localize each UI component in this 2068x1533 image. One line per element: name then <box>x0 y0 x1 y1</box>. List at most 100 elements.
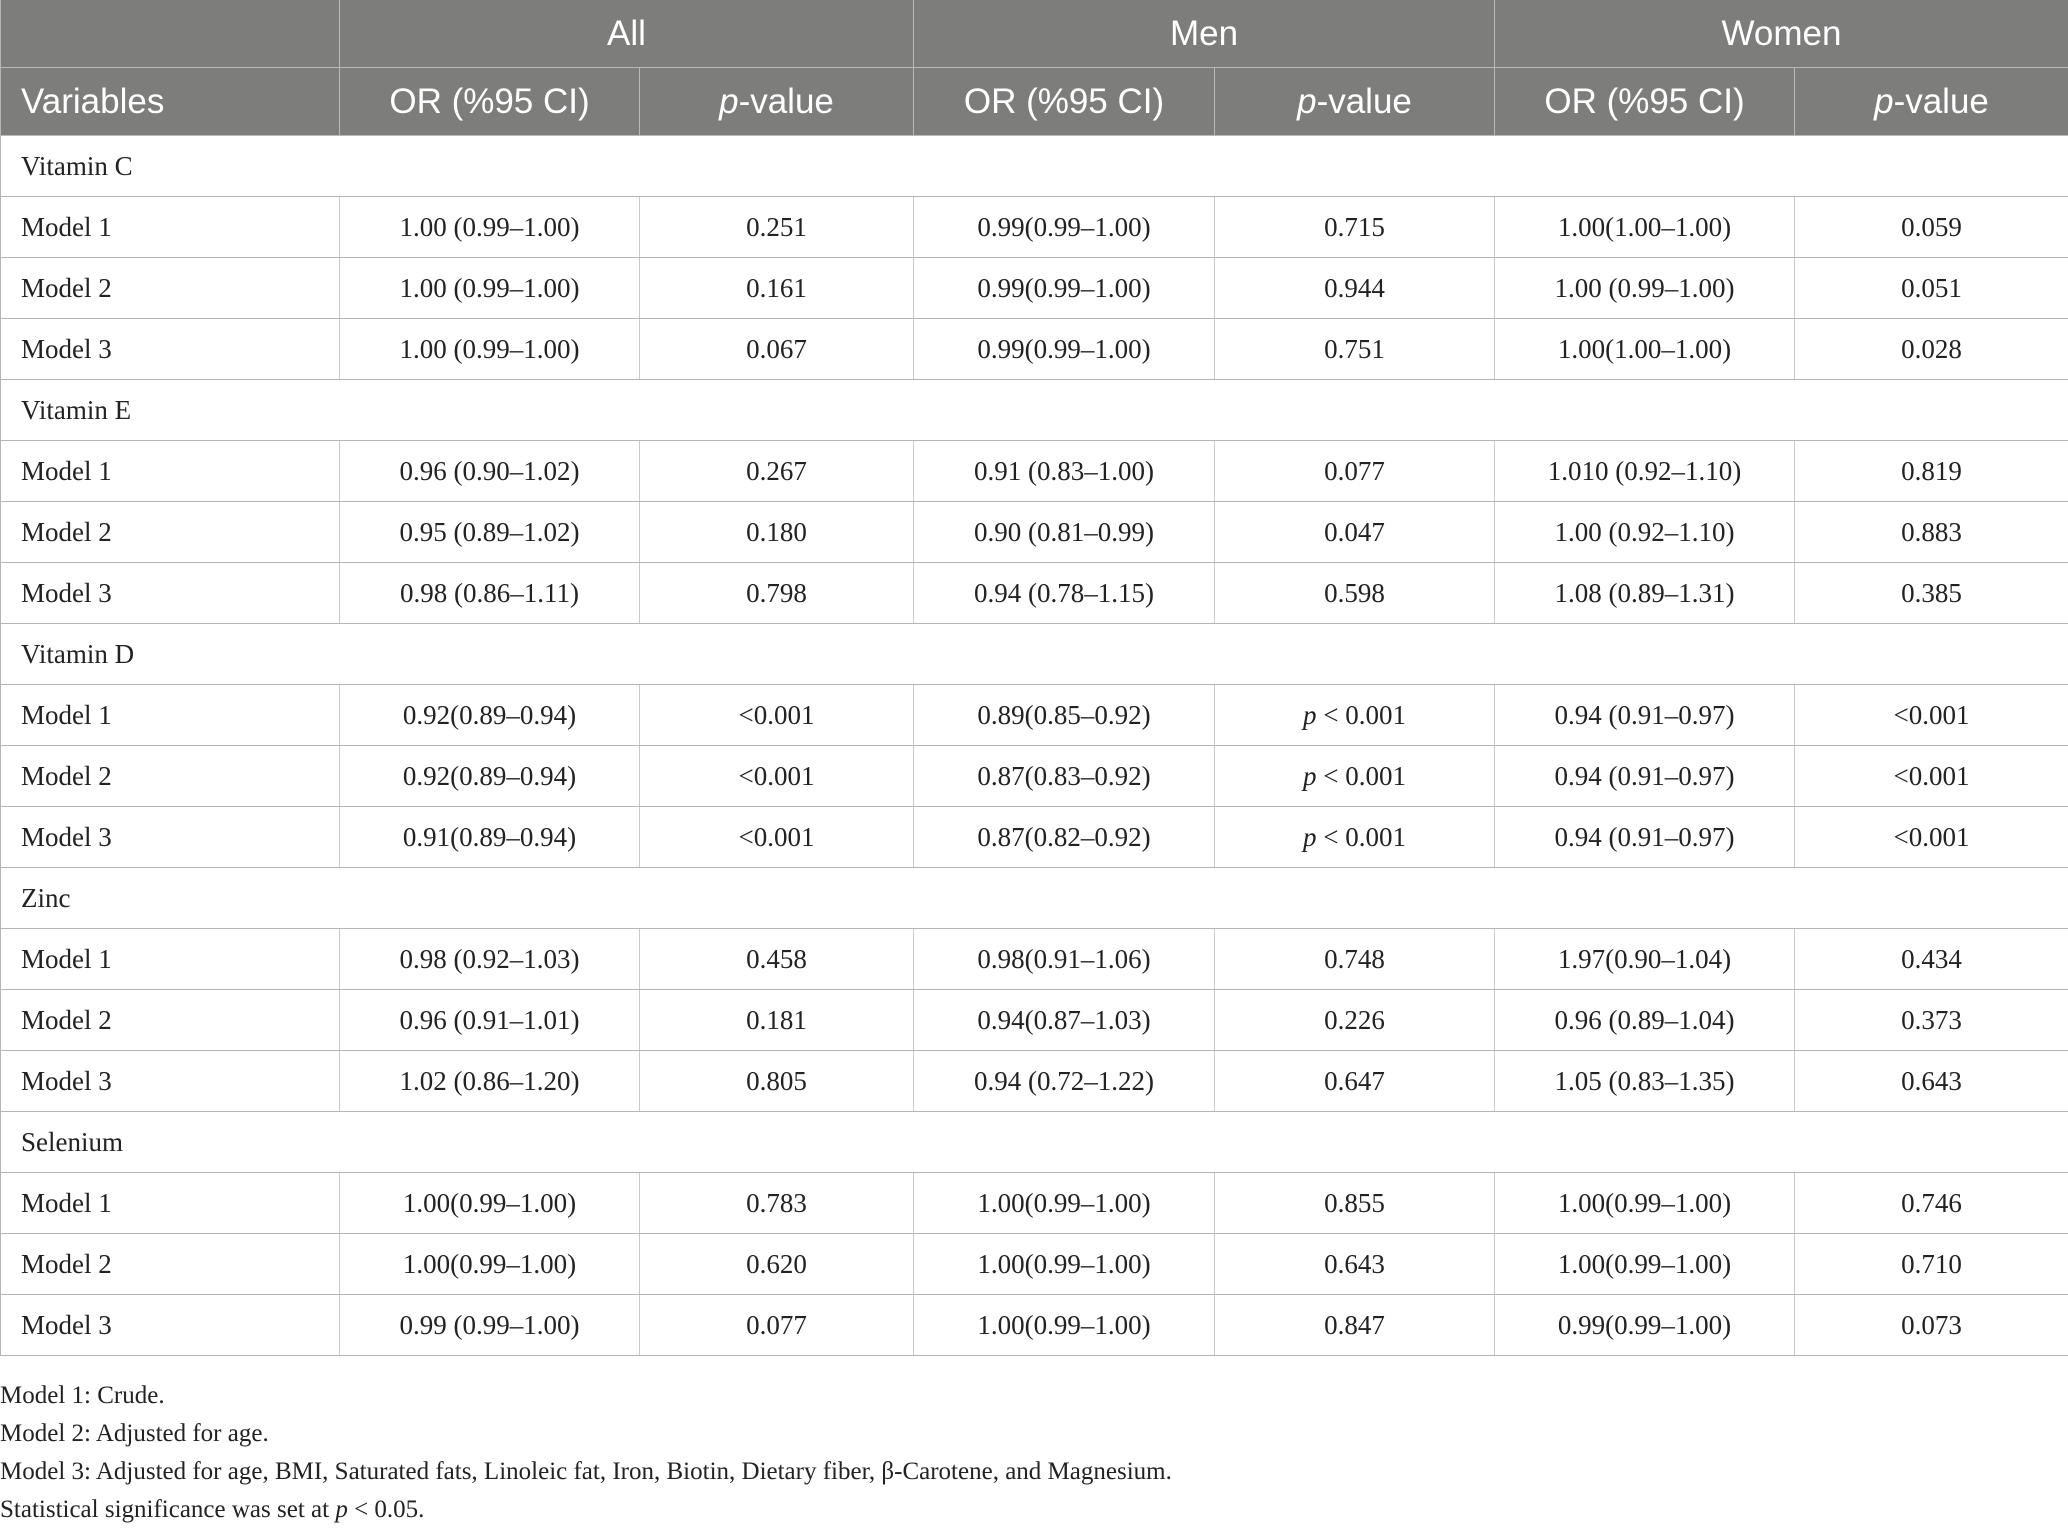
men-or-cell: 0.99(0.99–1.00) <box>913 257 1215 319</box>
women-or-cell: 0.99(0.99–1.00) <box>1494 1294 1795 1356</box>
section-label: Zinc <box>0 867 2068 929</box>
all-or-cell: 0.98 (0.86–1.11) <box>339 562 640 624</box>
p-rest: -value <box>1316 81 1412 121</box>
model-cell: Model 3 <box>0 1050 340 1112</box>
all-p-cell: 0.251 <box>639 196 914 258</box>
men-p-cell: 0.944 <box>1214 257 1495 319</box>
model-cell: Model 2 <box>0 1233 340 1295</box>
women-p-cell: 0.028 <box>1794 318 2068 380</box>
p-italic: p <box>1303 760 1317 791</box>
group-header-women: Women <box>1494 0 2068 68</box>
women-or-cell: 1.08 (0.89–1.31) <box>1494 562 1795 624</box>
women-or-cell: 1.00(1.00–1.00) <box>1494 196 1795 258</box>
all-or-cell: 0.99 (0.99–1.00) <box>339 1294 640 1356</box>
women-or-header: OR (%95 CI) <box>1494 67 1795 136</box>
group-header-all: All <box>339 0 914 68</box>
women-or-cell: 1.05 (0.83–1.35) <box>1494 1050 1795 1112</box>
all-p-cell: 0.267 <box>639 440 914 502</box>
men-or-header: OR (%95 CI) <box>913 67 1215 136</box>
men-or-cell: 0.87(0.82–0.92) <box>913 806 1215 868</box>
footnote-model-1: Model 1: Crude. <box>0 1382 165 1409</box>
section-row: Zinc <box>0 867 2068 929</box>
p-italic: p <box>1874 81 1894 121</box>
women-p-cell: <0.001 <box>1794 684 2068 746</box>
women-or-cell: 0.96 (0.89–1.04) <box>1494 989 1795 1051</box>
section-label: Vitamin C <box>0 135 2068 197</box>
footnote-significance: Statistical significance was set at p < … <box>0 1491 1172 1529</box>
women-or-cell: 1.00 (0.99–1.00) <box>1494 257 1795 319</box>
men-p-cell: 0.647 <box>1214 1050 1495 1112</box>
model-cell: Model 3 <box>0 806 340 868</box>
women-p-cell: 0.746 <box>1794 1172 2068 1234</box>
all-p-cell: 0.067 <box>639 318 914 380</box>
women-p-cell: 0.710 <box>1794 1233 2068 1295</box>
women-p-cell: 0.059 <box>1794 196 2068 258</box>
men-or-cell: 1.00(0.99–1.00) <box>913 1294 1215 1356</box>
women-or-cell: 1.00(0.99–1.00) <box>1494 1172 1795 1234</box>
men-p-cell: 0.748 <box>1214 928 1495 990</box>
women-p-cell: <0.001 <box>1794 806 2068 868</box>
group-header-men: Men <box>913 0 1495 68</box>
men-or-cell: 0.98(0.91–1.06) <box>913 928 1215 990</box>
men-p-cell: 0.855 <box>1214 1172 1495 1234</box>
table-footnotes: Model 1: Crude. Model 2: Adjusted for ag… <box>0 1377 1172 1529</box>
women-p-header: p-value <box>1794 67 2068 136</box>
section-label: Vitamin E <box>0 379 2068 441</box>
all-or-cell: 1.00(0.99–1.00) <box>339 1172 640 1234</box>
women-or-cell: 1.97(0.90–1.04) <box>1494 928 1795 990</box>
table-row: Model 1 0.96 (0.90–1.02) 0.267 0.91 (0.83–1… <box>0 440 2068 502</box>
column-header-row: Variables OR (%95 CI) p-value OR (%95 CI… <box>0 67 2068 136</box>
men-p-cell: p < 0.001 <box>1214 745 1495 807</box>
table-row: Model 2 1.00(0.99–1.00) 0.620 1.00(0.99–1.0… <box>0 1233 2068 1295</box>
results-table: All Men Women Variables OR (%95 CI) p-va… <box>0 0 2068 1356</box>
group-header-row: All Men Women <box>0 0 2068 68</box>
model-cell: Model 2 <box>0 745 340 807</box>
model-cell: Model 3 <box>0 318 340 380</box>
table-row: Model 2 0.92(0.89–0.94) <0.001 0.87(0.83–0.… <box>0 745 2068 807</box>
women-or-cell: 0.94 (0.91–0.97) <box>1494 684 1795 746</box>
men-or-cell: 1.00(0.99–1.00) <box>913 1172 1215 1234</box>
men-or-cell: 0.91 (0.83–1.00) <box>913 440 1215 502</box>
men-p-cell: 0.643 <box>1214 1233 1495 1295</box>
model-cell: Model 2 <box>0 501 340 563</box>
p-threshold: < 0.001 <box>1316 760 1406 791</box>
men-p-cell: p < 0.001 <box>1214 806 1495 868</box>
p-italic: p <box>1303 699 1317 730</box>
women-p-cell: 0.051 <box>1794 257 2068 319</box>
all-p-cell: 0.077 <box>639 1294 914 1356</box>
model-cell: Model 1 <box>0 196 340 258</box>
all-or-cell: 0.96 (0.90–1.02) <box>339 440 640 502</box>
section-row: Vitamin C <box>0 135 2068 197</box>
men-or-cell: 0.89(0.85–0.92) <box>913 684 1215 746</box>
men-or-cell: 0.94 (0.78–1.15) <box>913 562 1215 624</box>
all-or-cell: 1.02 (0.86–1.20) <box>339 1050 640 1112</box>
women-or-cell: 1.00 (0.92–1.10) <box>1494 501 1795 563</box>
women-p-cell: 0.434 <box>1794 928 2068 990</box>
section-label: Selenium <box>0 1111 2068 1173</box>
women-p-cell: 0.643 <box>1794 1050 2068 1112</box>
table-row: Model 1 0.92(0.89–0.94) <0.001 0.89(0.85–0.… <box>0 684 2068 746</box>
women-p-cell: 0.385 <box>1794 562 2068 624</box>
significance-prefix: Statistical significance was set at <box>0 1496 336 1523</box>
table-row: Model 2 1.00 (0.99–1.00) 0.161 0.99(0.99–1.… <box>0 257 2068 319</box>
model-cell: Model 3 <box>0 1294 340 1356</box>
all-or-cell: 1.00 (0.99–1.00) <box>339 318 640 380</box>
men-p-cell: 0.715 <box>1214 196 1495 258</box>
all-p-cell: <0.001 <box>639 745 914 807</box>
model-cell: Model 1 <box>0 440 340 502</box>
all-or-cell: 0.91(0.89–0.94) <box>339 806 640 868</box>
model-cell: Model 2 <box>0 989 340 1051</box>
model-cell: Model 1 <box>0 928 340 990</box>
table-row: Model 2 0.95 (0.89–1.02) 0.180 0.90 (0.81–0… <box>0 501 2068 563</box>
men-or-cell: 0.99(0.99–1.00) <box>913 196 1215 258</box>
men-or-cell: 0.99(0.99–1.00) <box>913 318 1215 380</box>
all-or-header: OR (%95 CI) <box>339 67 640 136</box>
women-or-cell: 1.010 (0.92–1.10) <box>1494 440 1795 502</box>
women-or-cell: 0.94 (0.91–0.97) <box>1494 745 1795 807</box>
table-row: Model 1 1.00 (0.99–1.00) 0.251 0.99(0.99–1.… <box>0 196 2068 258</box>
all-or-cell: 1.00(0.99–1.00) <box>339 1233 640 1295</box>
men-or-cell: 0.90 (0.81–0.99) <box>913 501 1215 563</box>
section-row: Vitamin E <box>0 379 2068 441</box>
p-italic: p <box>1297 81 1317 121</box>
all-or-cell: 1.00 (0.99–1.00) <box>339 196 640 258</box>
